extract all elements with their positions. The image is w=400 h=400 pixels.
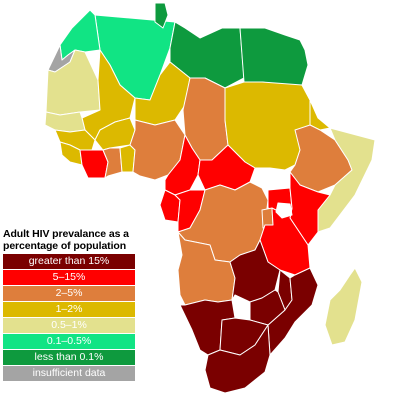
region-madagascar [324, 267, 363, 346]
legend-title-line2: percentage of population [3, 240, 127, 252]
legend-item-less-than-0-1: less than 0.1% [3, 350, 135, 365]
region-senegal [44, 111, 86, 133]
region-egypt [239, 27, 309, 86]
legend-item-2-5: 2–5% [3, 286, 135, 301]
legend-title: Adult HIV prevalance as a percentage of … [3, 228, 135, 252]
region-south-africa [204, 324, 271, 394]
legend: Adult HIV prevalance as a percentage of … [3, 228, 135, 382]
region-libya [169, 21, 245, 89]
legend-item-5-15: 5–15% [3, 270, 135, 285]
region-cote-divoire [79, 149, 109, 179]
legend-item-1-2: 1–2% [3, 302, 135, 317]
region-nigeria [129, 119, 186, 181]
region-eritrea [301, 84, 331, 131]
region-kenya [289, 171, 331, 246]
region-mozambique [267, 267, 319, 356]
legend-item-insufficient-data: insufficient data [3, 366, 135, 381]
legend-item-greater-than-15: greater than 15% [3, 254, 135, 269]
region-ghana [102, 147, 123, 179]
region-lake-victoria [275, 202, 293, 219]
region-togo-benin [119, 144, 136, 173]
legend-item-0-1-0-5: 0.1–0.5% [3, 334, 135, 349]
region-tunisia [154, 2, 169, 29]
legend-title-line1: Adult HIV prevalance as a [3, 228, 129, 240]
legend-item-0-5-1: 0.5–1% [3, 318, 135, 333]
